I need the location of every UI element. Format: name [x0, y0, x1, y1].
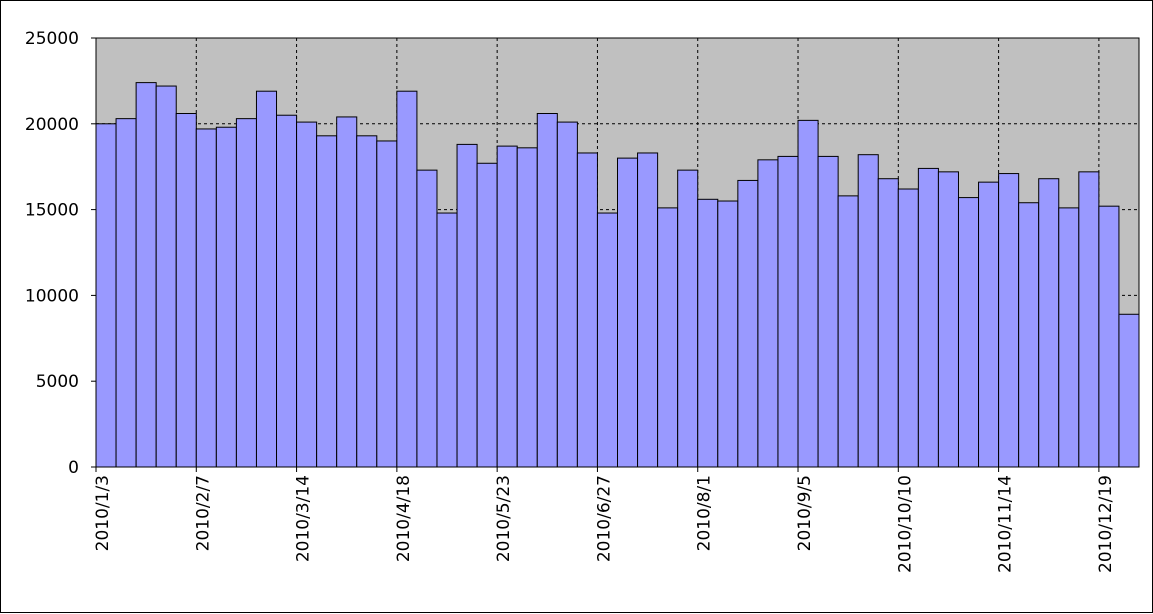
x-tick-label: 2010/9/5 — [795, 475, 815, 551]
x-tick-label: 2010/6/27 — [594, 475, 614, 562]
bar — [496, 145, 518, 468]
bar — [1118, 313, 1140, 468]
bar — [1038, 178, 1060, 468]
bar — [376, 140, 398, 468]
bar — [556, 121, 578, 468]
bar — [235, 118, 257, 468]
bar — [697, 198, 719, 468]
bar — [396, 90, 418, 468]
bar — [215, 126, 237, 468]
x-tick-label: 2010/5/23 — [494, 475, 514, 562]
y-tick-label: 25000 — [25, 29, 79, 49]
bar — [576, 152, 598, 468]
x-tick-label: 2010/2/7 — [193, 475, 213, 551]
bar — [1078, 171, 1100, 468]
bar — [276, 114, 298, 468]
bar — [897, 188, 919, 468]
bar — [777, 155, 799, 468]
bar — [998, 173, 1020, 468]
y-tick-labels: 0 5000 10000 15000 20000 25000 — [25, 29, 79, 478]
x-tick-label: 2010/8/1 — [695, 475, 715, 551]
x-tick-label: 2010/12/19 — [1096, 475, 1116, 573]
bar — [115, 118, 137, 468]
bar — [817, 155, 839, 468]
y-tick-label: 10000 — [25, 286, 79, 306]
bar — [336, 116, 358, 468]
bar — [857, 154, 879, 468]
bar — [135, 82, 157, 468]
x-tick-label: 2010/4/18 — [394, 475, 414, 562]
bar — [516, 147, 538, 468]
bar — [757, 159, 779, 468]
x-tick-label: 2010/1/3 — [93, 475, 113, 551]
bar — [296, 121, 318, 468]
bar — [95, 123, 117, 468]
bar — [837, 195, 859, 468]
x-tick-label: 2010/11/14 — [996, 475, 1016, 573]
bar — [1018, 202, 1040, 468]
bar — [1098, 205, 1120, 468]
x-tick-labels: 2010/1/3 2010/2/7 2010/3/14 2010/4/18 2010/5… — [93, 475, 1116, 573]
y-tick-label: 15000 — [25, 201, 79, 221]
plot-border — [95, 37, 1140, 468]
bar — [175, 113, 197, 468]
bar — [155, 85, 177, 468]
bar — [657, 207, 679, 468]
bar — [737, 179, 759, 468]
axes — [91, 37, 1140, 472]
bar — [617, 157, 639, 468]
bar — [957, 197, 980, 468]
y-tick-label: 5000 — [36, 372, 79, 392]
bar — [356, 135, 378, 468]
bar — [978, 181, 1000, 468]
y-tick-label: 0 — [68, 458, 79, 478]
bar — [195, 128, 217, 468]
bar — [456, 143, 478, 468]
bar — [476, 162, 498, 468]
bar — [677, 169, 699, 468]
bar — [316, 135, 338, 468]
x-tick-label: 2010/10/10 — [895, 475, 915, 573]
bar — [596, 212, 619, 468]
x-tick-label: 2010/3/14 — [294, 475, 314, 562]
bar — [416, 169, 438, 468]
bar — [917, 167, 939, 468]
bar — [637, 152, 659, 468]
bar — [436, 212, 458, 468]
bar — [255, 90, 278, 468]
bar — [1058, 207, 1080, 468]
bar — [536, 113, 558, 468]
y-tick-label: 20000 — [25, 115, 79, 135]
bar — [937, 171, 959, 468]
bar — [877, 178, 899, 468]
bar — [717, 200, 739, 468]
bar — [797, 119, 819, 468]
